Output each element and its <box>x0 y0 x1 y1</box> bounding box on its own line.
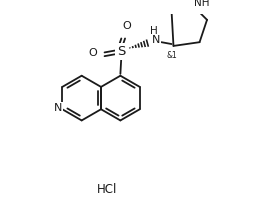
Text: O: O <box>123 21 131 31</box>
Text: O: O <box>88 48 97 58</box>
Text: NH: NH <box>194 0 209 8</box>
Text: HCl: HCl <box>97 183 117 196</box>
Text: &1: &1 <box>166 51 177 60</box>
Text: N: N <box>151 35 160 45</box>
Text: H: H <box>150 26 158 36</box>
Text: N: N <box>53 103 62 113</box>
Text: S: S <box>117 45 125 58</box>
